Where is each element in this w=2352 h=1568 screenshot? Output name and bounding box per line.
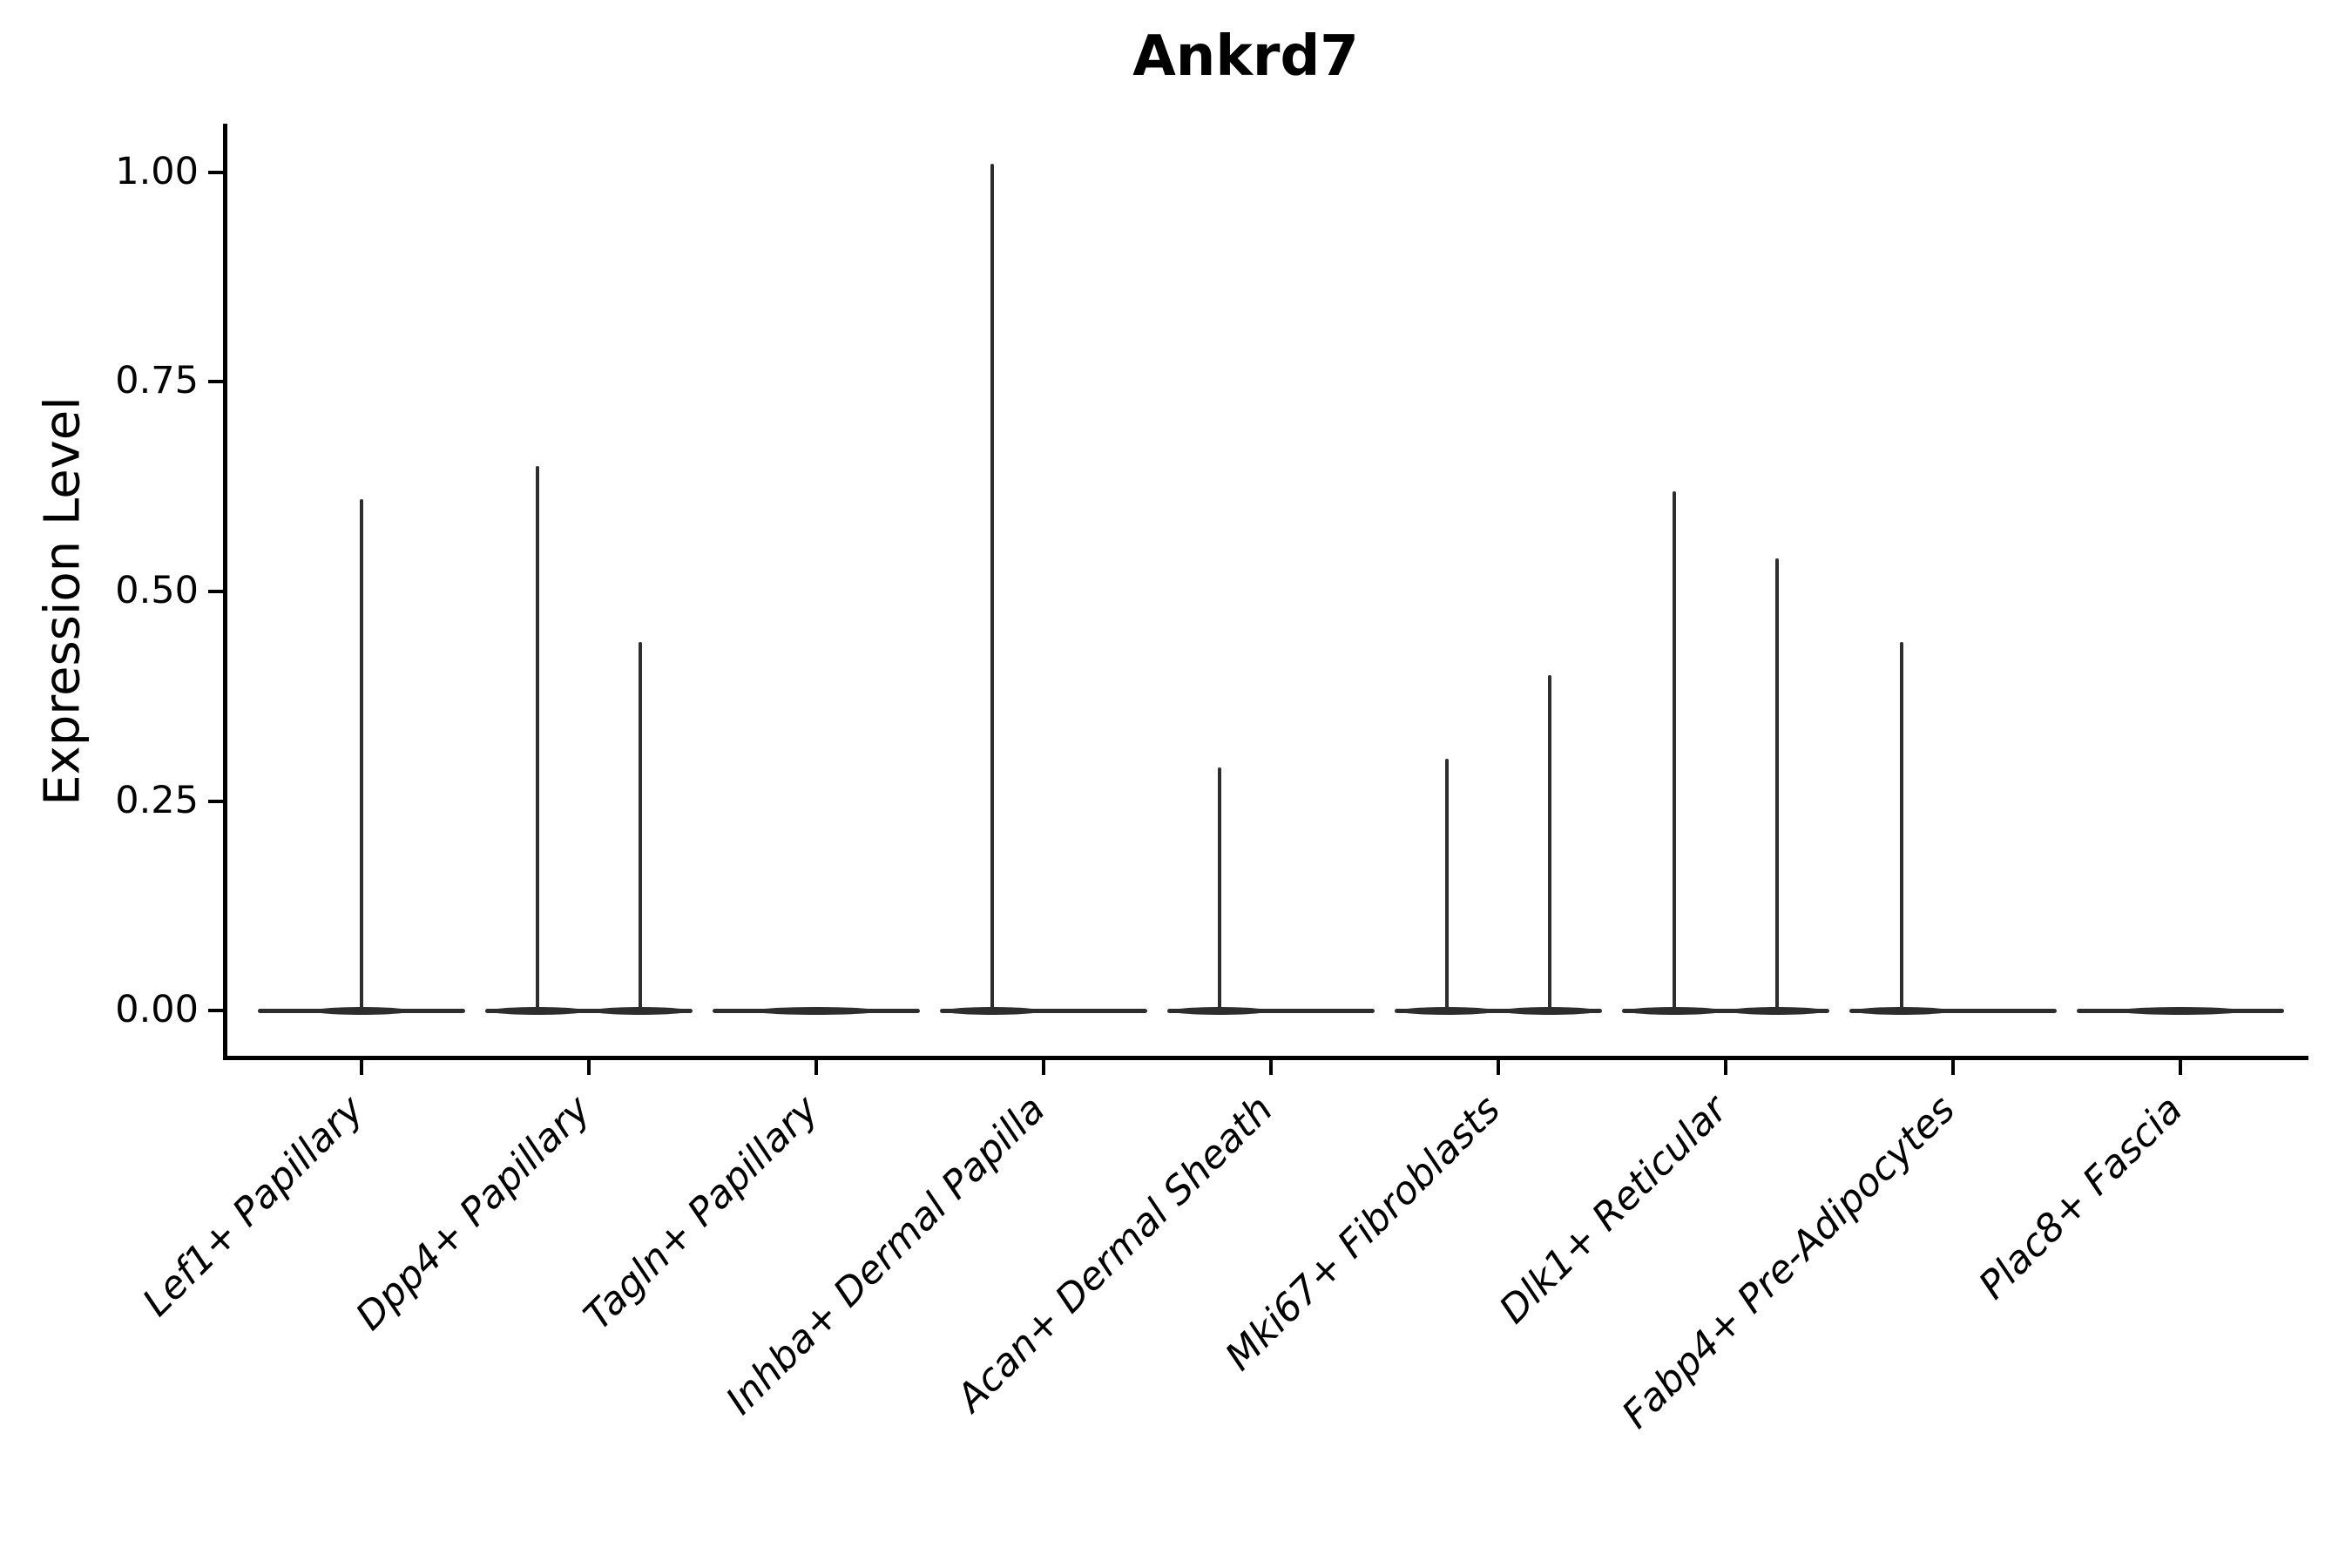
y-axis-spine xyxy=(223,124,227,1060)
x-tick xyxy=(2179,1060,2182,1075)
violin-baseline xyxy=(1167,1009,1375,1013)
y-tick xyxy=(208,590,223,593)
violin-baseline xyxy=(485,1009,693,1013)
x-tick-label: Tagln+ Papillary xyxy=(575,1087,828,1339)
y-tick-label: 0.25 xyxy=(115,779,199,822)
x-tick xyxy=(1724,1060,1727,1075)
x-tick-label: Lef1+ Papillary xyxy=(134,1087,373,1326)
y-tick-label: 0.00 xyxy=(115,988,199,1031)
violin-spike xyxy=(639,641,642,1012)
x-tick-label: Dlk1+ Reticular xyxy=(1490,1087,1737,1333)
y-tick xyxy=(208,1009,223,1012)
y-tick xyxy=(208,171,223,174)
violin-baseline xyxy=(1622,1009,1829,1013)
violin-spike xyxy=(536,465,539,1012)
y-tick xyxy=(208,380,223,383)
x-tick xyxy=(1269,1060,1273,1075)
violin-spike xyxy=(1445,759,1449,1012)
chart-title: Ankrd7 xyxy=(1132,24,1359,89)
violin-baseline xyxy=(940,1009,1147,1013)
x-tick-label: Plac8+ Fascia xyxy=(1970,1087,2192,1308)
violin-spike xyxy=(1775,558,1779,1012)
x-axis-spine xyxy=(223,1056,2308,1060)
violin-bulge xyxy=(754,1007,879,1015)
x-tick xyxy=(1042,1060,1045,1075)
x-tick xyxy=(360,1060,363,1075)
violin-bulge xyxy=(2118,1007,2243,1015)
x-tick xyxy=(587,1060,591,1075)
violin-spike xyxy=(360,499,363,1012)
y-tick xyxy=(208,800,223,803)
x-tick xyxy=(1951,1060,1955,1075)
violin-spike xyxy=(1900,641,1903,1012)
violin-spike xyxy=(1218,767,1221,1012)
x-tick xyxy=(814,1060,818,1075)
violin-spike xyxy=(1673,490,1676,1012)
violin-baseline xyxy=(1395,1009,1602,1013)
y-tick-label: 0.75 xyxy=(115,359,199,402)
y-tick-label: 1.00 xyxy=(115,150,199,193)
y-tick-label: 0.50 xyxy=(115,569,199,612)
x-tick xyxy=(1497,1060,1500,1075)
violin-spike xyxy=(1548,675,1551,1012)
violin-spike xyxy=(990,164,994,1012)
violin-baseline xyxy=(1849,1009,2057,1013)
x-tick-label: Dpp4+ Papillary xyxy=(348,1087,600,1340)
